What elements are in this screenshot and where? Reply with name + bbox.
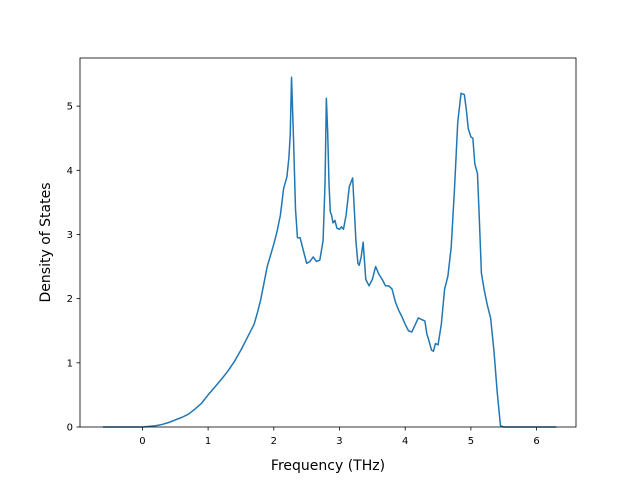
x-tick-label: 5 xyxy=(468,436,474,447)
x-axis-title: Frequency (THz) xyxy=(271,458,385,474)
x-tick-label: 4 xyxy=(402,436,408,447)
x-tick-label: 6 xyxy=(533,436,539,447)
x-tick-label: 0 xyxy=(139,436,145,447)
y-tick-label: 5 xyxy=(67,102,73,113)
dos-series-line xyxy=(102,76,557,428)
x-tick-label: 2 xyxy=(271,436,277,447)
y-tick-label: 1 xyxy=(67,358,73,369)
y-tick-label: 2 xyxy=(67,294,73,305)
plot-frame xyxy=(79,57,577,428)
series-layer xyxy=(102,76,557,428)
x-tick-label: 1 xyxy=(205,436,211,447)
y-tick-label: 3 xyxy=(67,230,73,241)
y-tick-label: 4 xyxy=(67,166,73,177)
x-tick-label: 3 xyxy=(336,436,342,447)
y-axis-title: Density of States xyxy=(38,183,54,303)
y-tick-label: 0 xyxy=(67,423,73,434)
axis-ticks: 0 1 2 3 4 5 6 0 1 2 3 4 5 xyxy=(67,102,540,447)
